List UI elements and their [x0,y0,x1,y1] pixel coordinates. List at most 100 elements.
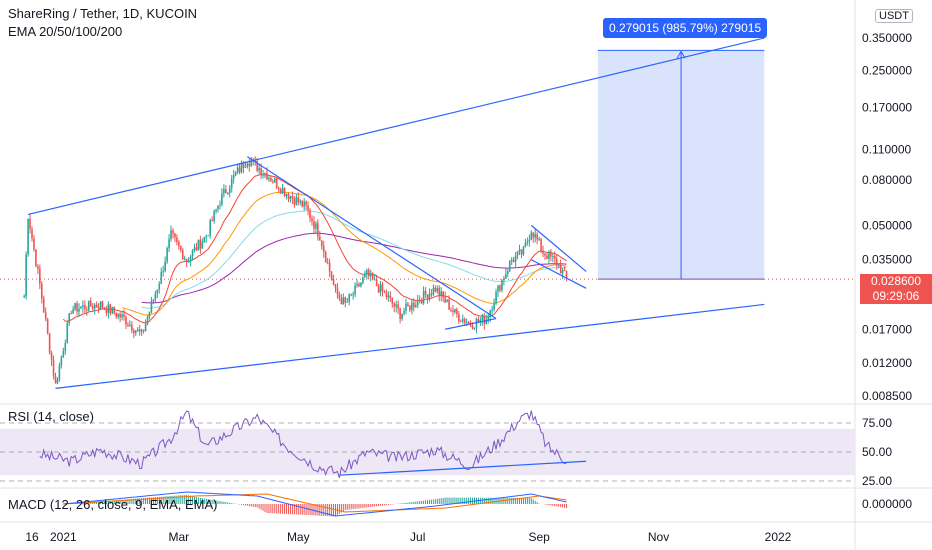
candle-body [522,246,525,255]
candle-body [178,241,180,247]
candle-body [479,319,482,322]
candle-body [86,309,88,311]
candle-body [491,309,493,311]
price-tick-label: 0.008500 [862,389,912,403]
candle-body [313,221,315,229]
candle-body [510,259,513,262]
candle-body [324,251,327,263]
ema-legend: EMA 20/50/100/200 [8,24,123,39]
trendline-flag-bottom [531,259,587,289]
candle-body [283,187,286,197]
macd-line [63,491,567,517]
candle-body [230,178,233,189]
chart-title: ShareRing / Tether, 1D, KUCOIN [8,6,198,21]
candle-body [563,270,566,272]
candle-body [403,310,405,314]
candle-body [195,247,198,251]
candle-body [176,237,178,242]
candle-body [87,300,90,311]
ema100-line [141,210,567,309]
candle-body [485,319,488,324]
currency-unit[interactable]: USDT [875,9,913,23]
candle-body [534,234,537,238]
candle-body [407,303,409,306]
candle-body [501,280,503,291]
candle-body [39,268,41,284]
candle-body [219,204,221,206]
candle-body [129,324,131,326]
candle-body [121,314,123,318]
candle-body [552,256,554,258]
candle-body [487,316,490,320]
candle-body [50,352,53,361]
candle-body [217,205,219,210]
candle-body [279,189,282,194]
candle-body [84,305,86,310]
candle-body [193,247,196,251]
candle-body [381,284,384,292]
candle-body [25,254,27,297]
candle-body [450,309,452,311]
candle-body [29,219,31,230]
candle-body [530,232,533,240]
price-tick-label: 0.035000 [862,253,912,267]
candle-body [273,178,276,183]
candle-body [277,187,280,190]
rsi-line [39,410,567,478]
candle-body [319,236,321,241]
rsi-trendline [339,460,587,476]
candle-body [528,239,531,242]
macd-legend: MACD (12, 26, close, 9, EMA, EMA) [8,497,218,512]
candle-body [281,187,284,194]
candle-body [158,283,161,290]
candle-body [42,298,45,313]
candle-body [133,330,135,334]
candle-body [326,262,329,264]
candle-body [80,306,82,309]
candle-body [140,329,143,332]
candle-body [205,236,208,238]
candle-body [119,313,121,318]
candle-body [172,230,174,234]
candle-body [264,172,266,174]
ema200-line [141,232,567,304]
candle-body [95,304,98,308]
candle-body [405,303,407,311]
candle-body [440,291,443,296]
time-tick-label: 2021 [50,530,77,544]
candle-body [301,200,304,207]
candle-body [401,313,403,319]
candle-body [430,293,433,295]
time-tick-label: Mar [169,530,190,544]
candle-body [262,173,264,175]
candle-body [399,308,401,319]
candle-body [82,305,84,307]
candle-body [446,299,448,303]
candle-body [342,297,345,304]
ema50-line [121,191,567,316]
candle-body [138,329,141,332]
candle-body [54,375,57,384]
candle-body [379,284,382,293]
candle-body [350,294,352,296]
candle-body [228,188,231,193]
candle-body [162,271,164,273]
candle-body [550,251,552,257]
candle-body [544,253,546,256]
candle-body [74,303,76,310]
candle-body [37,266,39,269]
candle-body [458,314,460,322]
candle-body [209,219,211,236]
candle-body [199,240,202,249]
candle-body [420,300,423,304]
candle-body [516,251,519,256]
candle-body [56,379,59,384]
candle-body [154,293,157,300]
candle-body [499,285,501,291]
candle-body [377,285,380,293]
candle-body [483,315,486,324]
candle-body [117,313,119,317]
candle-body [33,238,35,250]
candle-body [520,249,523,255]
